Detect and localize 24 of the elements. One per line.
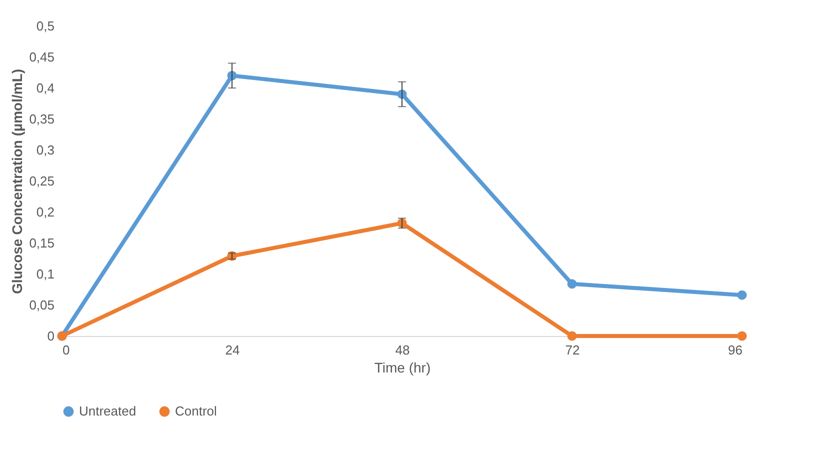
x-axis-title: Time (hr) [374,360,431,376]
x-tick-label: 72 [565,342,580,358]
y-tick-label: 0,45 [29,50,54,64]
y-axis-title: Glucose Concentration (µmol/mL) [9,68,26,294]
y-tick-label: 0,05 [29,298,54,312]
y-tick-label: 0,2 [36,204,54,220]
point [567,279,577,289]
x-tick-label: 0 [62,342,70,358]
legend-label: Untreated [79,404,136,419]
y-tick-label: 0,1 [36,266,54,282]
x-tick-label: 24 [225,342,240,358]
y-tick-label: 0,15 [29,236,54,250]
point [567,331,577,341]
x-tick-label: 48 [395,342,410,358]
y-tick-label: 0,3 [36,142,54,158]
y-tick-label: 0,35 [29,112,54,126]
y-tick-label: 0,25 [29,174,54,188]
x-tick-label: 96 [728,342,742,358]
y-tick-label: 0,4 [36,80,54,96]
legend-label: Control [175,404,218,419]
point [737,290,747,300]
y-tick-label: 0,5 [36,18,54,34]
point [737,331,747,341]
y-tick-label: 0 [47,328,54,344]
